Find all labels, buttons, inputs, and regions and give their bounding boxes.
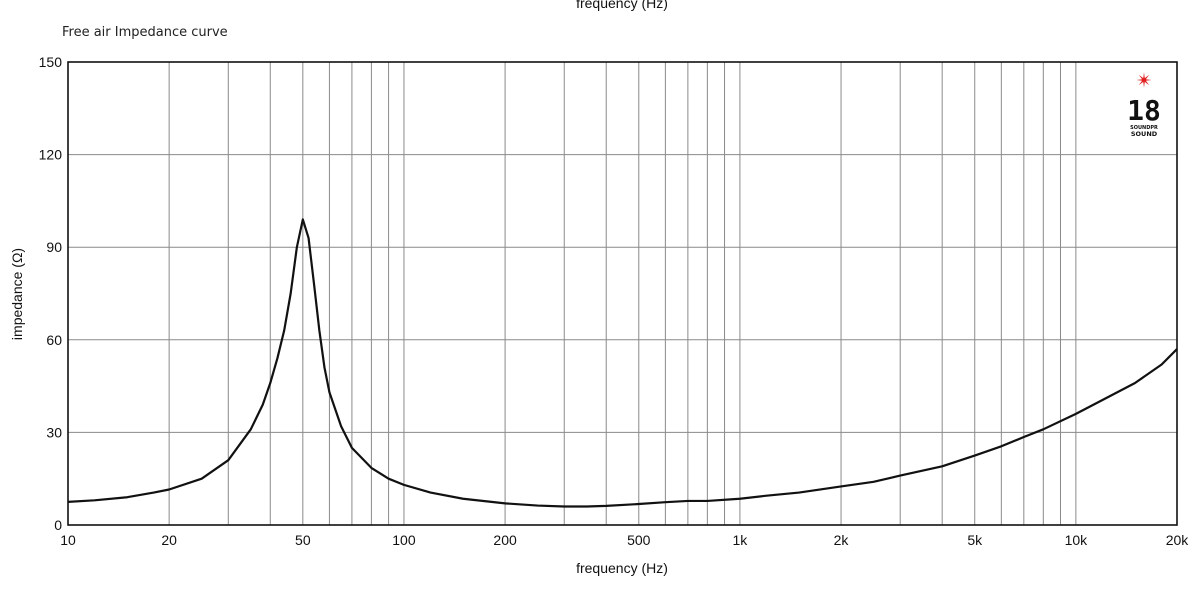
y-tick-label: 60	[46, 332, 62, 348]
x-tick-label: 10k	[1065, 532, 1089, 548]
plot-frame	[67, 61, 1178, 526]
y-tick-label: 0	[54, 517, 62, 533]
logo-text-upper: SOUNDPR	[1130, 125, 1158, 131]
x-tick-label: 5k	[967, 532, 983, 548]
curve-layer	[67, 218, 1178, 508]
y-tick-label: 30	[46, 424, 62, 440]
star-icon	[1136, 72, 1152, 88]
y-tick-label: 150	[39, 54, 63, 70]
impedance-curve	[67, 218, 1178, 508]
x-axis-label: frequency (Hz)	[576, 560, 668, 576]
top-axis-label: frequency (Hz)	[576, 0, 668, 11]
x-tick-label: 20k	[1166, 532, 1190, 548]
x-tick-label: 500	[627, 532, 651, 548]
x-tick-label: 10	[60, 532, 76, 548]
x-tick-label: 50	[295, 532, 311, 548]
x-tick-label: 20	[161, 532, 177, 548]
grid	[67, 61, 1178, 526]
logo-text-lower: SOUND	[1131, 130, 1158, 138]
y-axis-label: impedance (Ω)	[9, 248, 25, 340]
chart-title: Free air Impedance curve	[62, 25, 228, 40]
x-tick-labels: 10 20 50 100 200 500 1k 2k 5k 10k 20k	[60, 532, 1189, 548]
star-shape	[1136, 72, 1152, 88]
x-tick-label: 200	[493, 532, 517, 548]
brand-logo: 18 SOUNDPR SOUND	[1127, 72, 1161, 138]
y-tick-label: 120	[39, 147, 63, 163]
logo-number: 18	[1127, 94, 1161, 127]
y-tick-labels: 0 30 60 90 120 150	[39, 54, 63, 533]
x-tick-label: 1k	[733, 532, 749, 548]
x-tick-label: 2k	[834, 532, 850, 548]
y-tick-label: 90	[46, 239, 62, 255]
x-tick-label: 100	[392, 532, 416, 548]
